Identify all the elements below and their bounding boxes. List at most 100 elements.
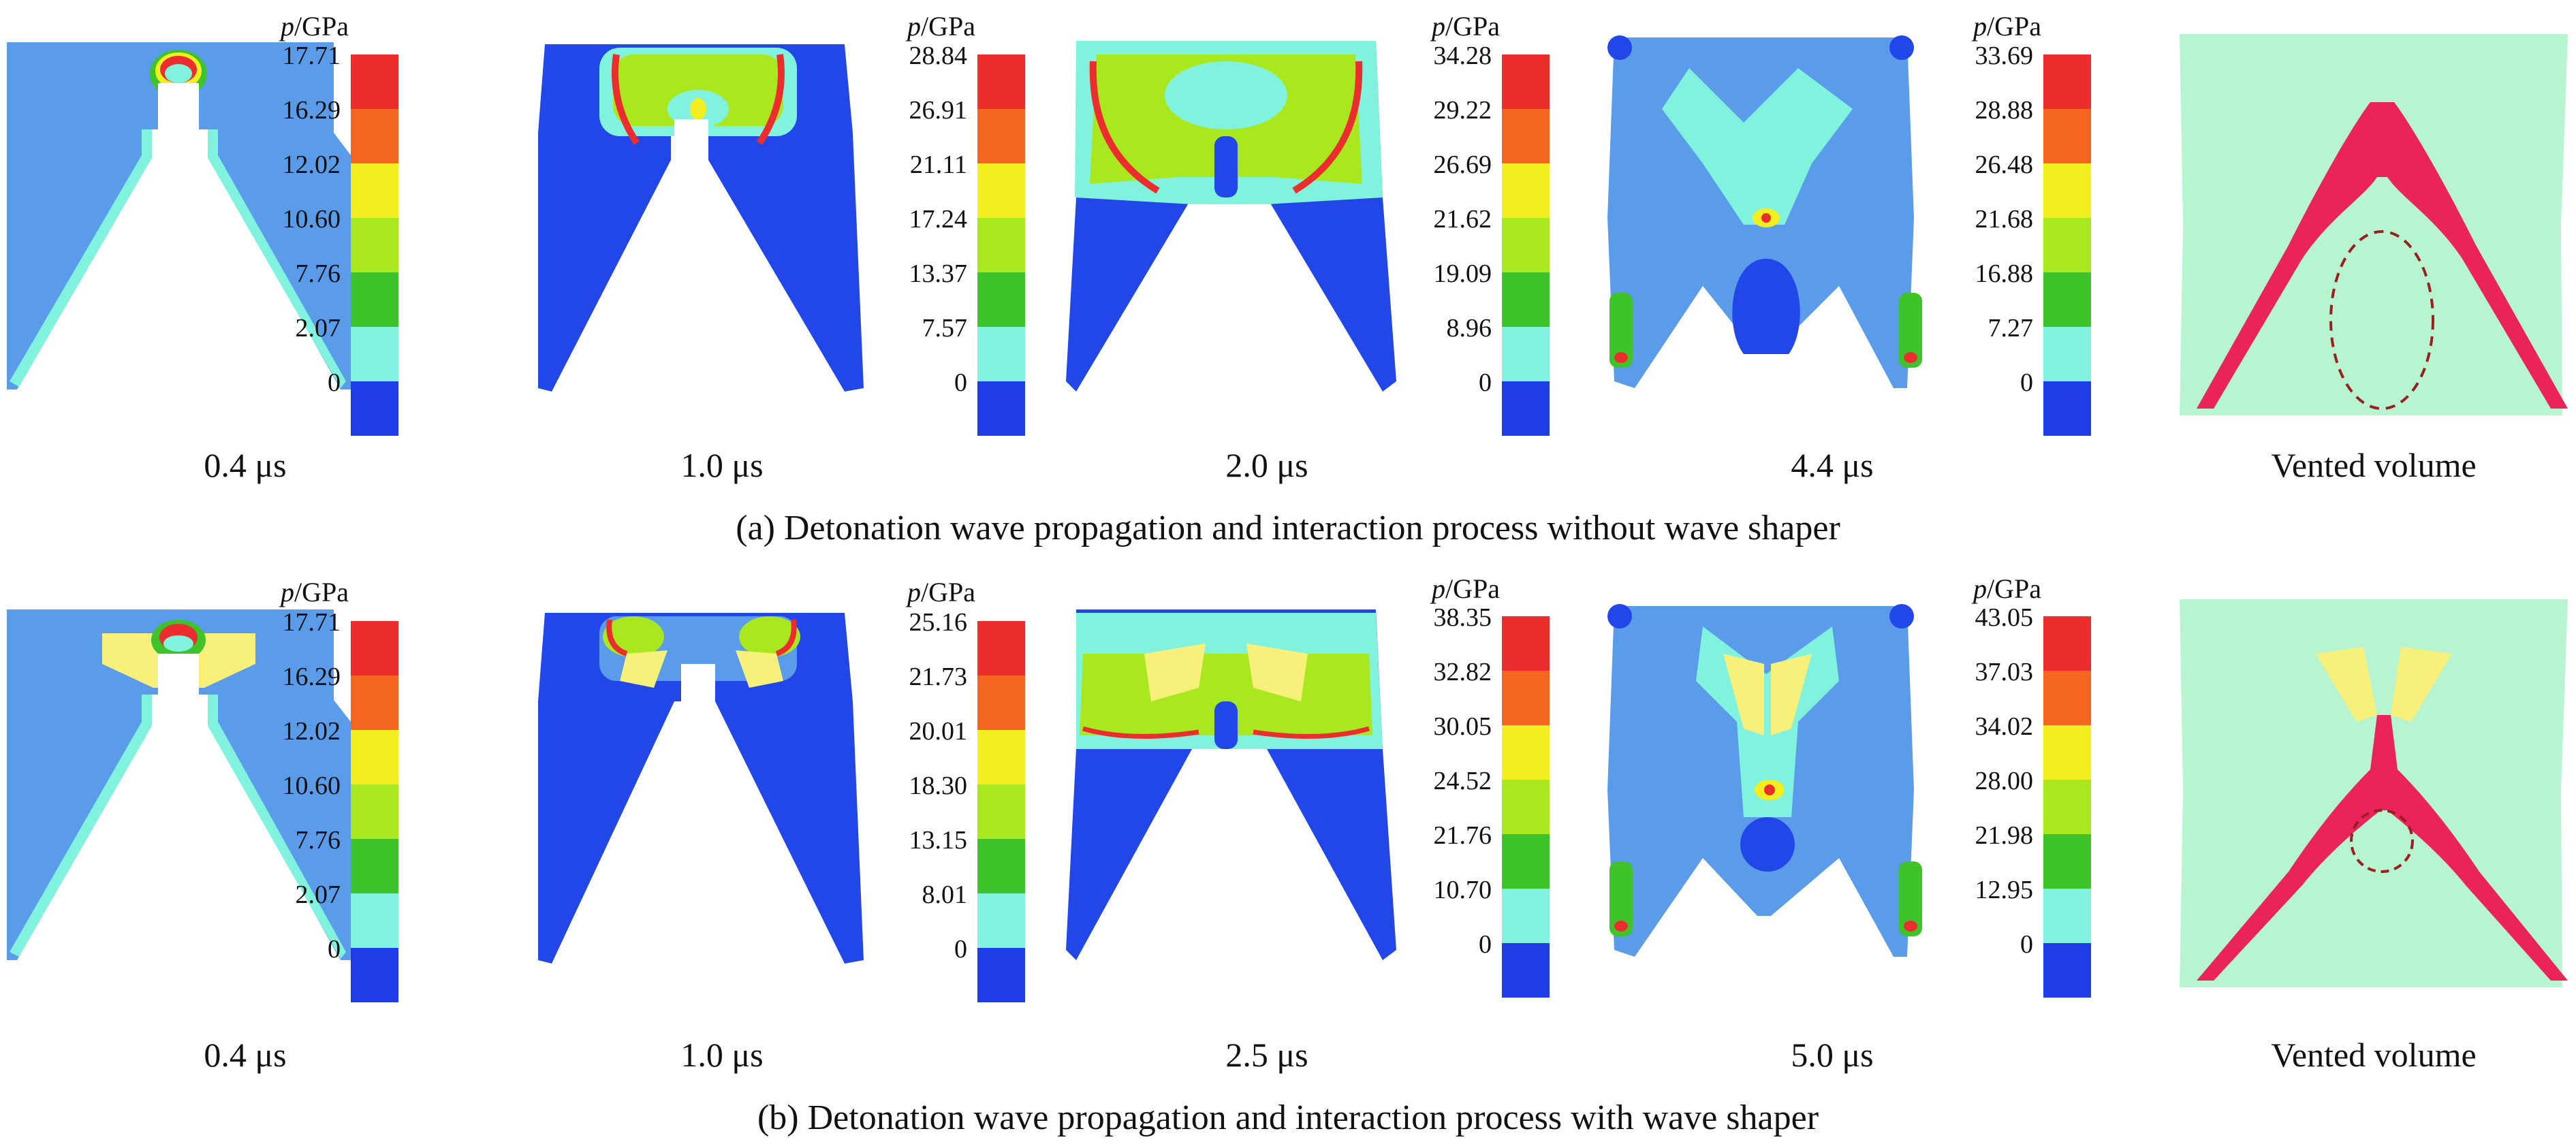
time-label-b3: 2.5 μs — [1225, 1036, 1308, 1074]
colorbar-b3 — [1502, 616, 1550, 998]
scale-label: 30.05 — [1434, 712, 1492, 741]
colorbar-swatch-5 — [351, 893, 398, 948]
colorbar-swatch-0 — [1502, 616, 1550, 671]
wave-front-right — [1253, 726, 1370, 739]
time-label-b1: 0.4 μs — [204, 1036, 286, 1074]
scale-label: 28.84 — [909, 42, 968, 70]
edge-right-peak — [1904, 352, 1917, 363]
scale-label: 17.71 — [283, 42, 341, 70]
time-label-a4: 4.4 μs — [1791, 446, 1873, 484]
colorbar-swatch-4 — [351, 839, 398, 893]
scale-label: 24.52 — [1434, 767, 1492, 795]
time-label-b2: 1.0 μs — [680, 1036, 763, 1074]
row-a: p/GPa p/GPa p/GPa p/GPa 17.71 16.29 12.0… — [7, 11, 2568, 547]
liner-skin-right — [208, 695, 346, 959]
colorbar-swatch-4 — [977, 272, 1025, 327]
colorbar-a1 — [351, 54, 398, 436]
wave-front-left — [1082, 726, 1199, 739]
central-cavity — [674, 119, 708, 160]
scale-label: 12.02 — [283, 150, 341, 179]
scale-label: 12.95 — [1975, 876, 2034, 904]
scale-labels-a2: 28.84 26.91 21.11 17.24 13.37 7.57 0 — [909, 42, 968, 397]
scale-label: 26.69 — [1434, 150, 1492, 179]
scale-label: 0 — [1479, 368, 1492, 397]
scale-label: 13.15 — [909, 826, 968, 855]
vented-volume-b — [2180, 599, 2568, 987]
liner-skin-right — [208, 129, 346, 388]
time-label-b4: 5.0 μs — [1791, 1036, 1873, 1074]
colorbar-swatch-1 — [977, 676, 1025, 730]
wave-shaper-right — [1246, 644, 1308, 701]
colorbar-swatch-2 — [977, 163, 1025, 218]
scale-label: 7.76 — [296, 259, 341, 288]
unit-header-a2: p/GPa — [905, 11, 975, 42]
colorbar-swatch-5 — [977, 327, 1025, 381]
scale-labels-b4: 43.05 37.03 34.02 28.00 21.98 12.95 0 — [1975, 603, 2034, 959]
jet-stem — [1214, 701, 1238, 749]
colorbar-swatch-4 — [351, 272, 398, 327]
scale-label: 21.73 — [909, 663, 968, 691]
scale-label: 16.88 — [1975, 259, 2034, 288]
scale-label: 0 — [328, 935, 341, 964]
colorbar-swatch-6 — [977, 948, 1025, 1002]
colorbar-swatch-3 — [1502, 780, 1550, 834]
detonation-core — [163, 635, 193, 652]
corner-right — [1889, 604, 1914, 629]
colorbar-swatch-2 — [2043, 725, 2091, 780]
colorbar-swatch-5 — [1502, 889, 1550, 943]
colorbar-b1 — [351, 621, 398, 1002]
colorbar-swatch-6 — [1502, 381, 1550, 436]
unit-header-a4: p/GPa — [1971, 11, 2041, 42]
colorbar-swatch-0 — [977, 54, 1025, 109]
scale-labels-b1: 17.71 16.29 12.02 10.60 7.76 2.07 0 — [283, 608, 341, 964]
scale-label: 16.29 — [283, 96, 341, 125]
wave-front-left — [612, 54, 640, 145]
central-cavity — [681, 664, 715, 701]
colorbar-swatch-3 — [351, 218, 398, 272]
unit-header-a3: p/GPa — [1430, 11, 1500, 42]
colorbar-swatch-1 — [351, 676, 398, 730]
vented-background — [2180, 34, 2568, 415]
colorbar-swatch-2 — [2043, 163, 2091, 218]
colorbar-swatch-3 — [977, 784, 1025, 839]
colorbar-swatch-3 — [2043, 218, 2091, 272]
colorbar-swatch-5 — [2043, 327, 2091, 381]
scale-label: 17.24 — [909, 205, 968, 234]
scale-labels-a1: 17.71 16.29 12.02 10.60 7.76 2.07 0 — [283, 42, 341, 397]
scale-label: 34.28 — [1434, 42, 1492, 70]
colorbar-swatch-6 — [1502, 943, 1550, 998]
scale-label: 28.00 — [1975, 767, 2034, 795]
scale-labels-b3: 38.35 32.82 30.05 24.52 21.76 10.70 0 — [1434, 603, 1492, 959]
colorbar-a4 — [2043, 54, 2091, 436]
colorbar-swatch-6 — [977, 381, 1025, 436]
wave-spot-core — [1764, 784, 1775, 795]
colorbar-swatch-2 — [1502, 163, 1550, 218]
vented-jet — [2197, 715, 2568, 981]
edge-left-peak — [1614, 352, 1628, 363]
colorbar-swatch-5 — [2043, 889, 2091, 943]
time-label-a3: 2.0 μs — [1225, 446, 1308, 484]
unit-header-b3: p/GPa — [1430, 573, 1500, 604]
colorbar-swatch-0 — [351, 621, 398, 676]
scale-label: 0 — [954, 368, 967, 397]
unit-header-b4: p/GPa — [1971, 573, 2041, 604]
wave-shaper-left — [1144, 644, 1206, 701]
vented-region-circle — [2350, 809, 2414, 873]
scale-label: 26.48 — [1975, 150, 2034, 179]
scale-label: 7.76 — [296, 826, 341, 855]
colorbar-a2 — [977, 54, 1025, 436]
colorbar-swatch-6 — [351, 948, 398, 1002]
jet-stem — [1214, 136, 1238, 197]
central-cavity — [158, 654, 199, 725]
unit-header-a1: p/GPa — [279, 11, 349, 42]
wave-spot — [690, 98, 706, 120]
corner-right — [1889, 35, 1914, 60]
colorbar-swatch-4 — [1502, 834, 1550, 889]
scale-label: 33.69 — [1975, 42, 2034, 70]
scale-label: 0 — [954, 935, 967, 964]
colorbar-swatch-4 — [2043, 834, 2091, 889]
central-cavity — [158, 83, 199, 158]
scale-label: 21.76 — [1434, 821, 1492, 850]
scale-labels-a3: 34.28 29.22 26.69 21.62 19.09 8.96 0 — [1434, 42, 1492, 397]
colorbar-swatch-6 — [351, 381, 398, 436]
